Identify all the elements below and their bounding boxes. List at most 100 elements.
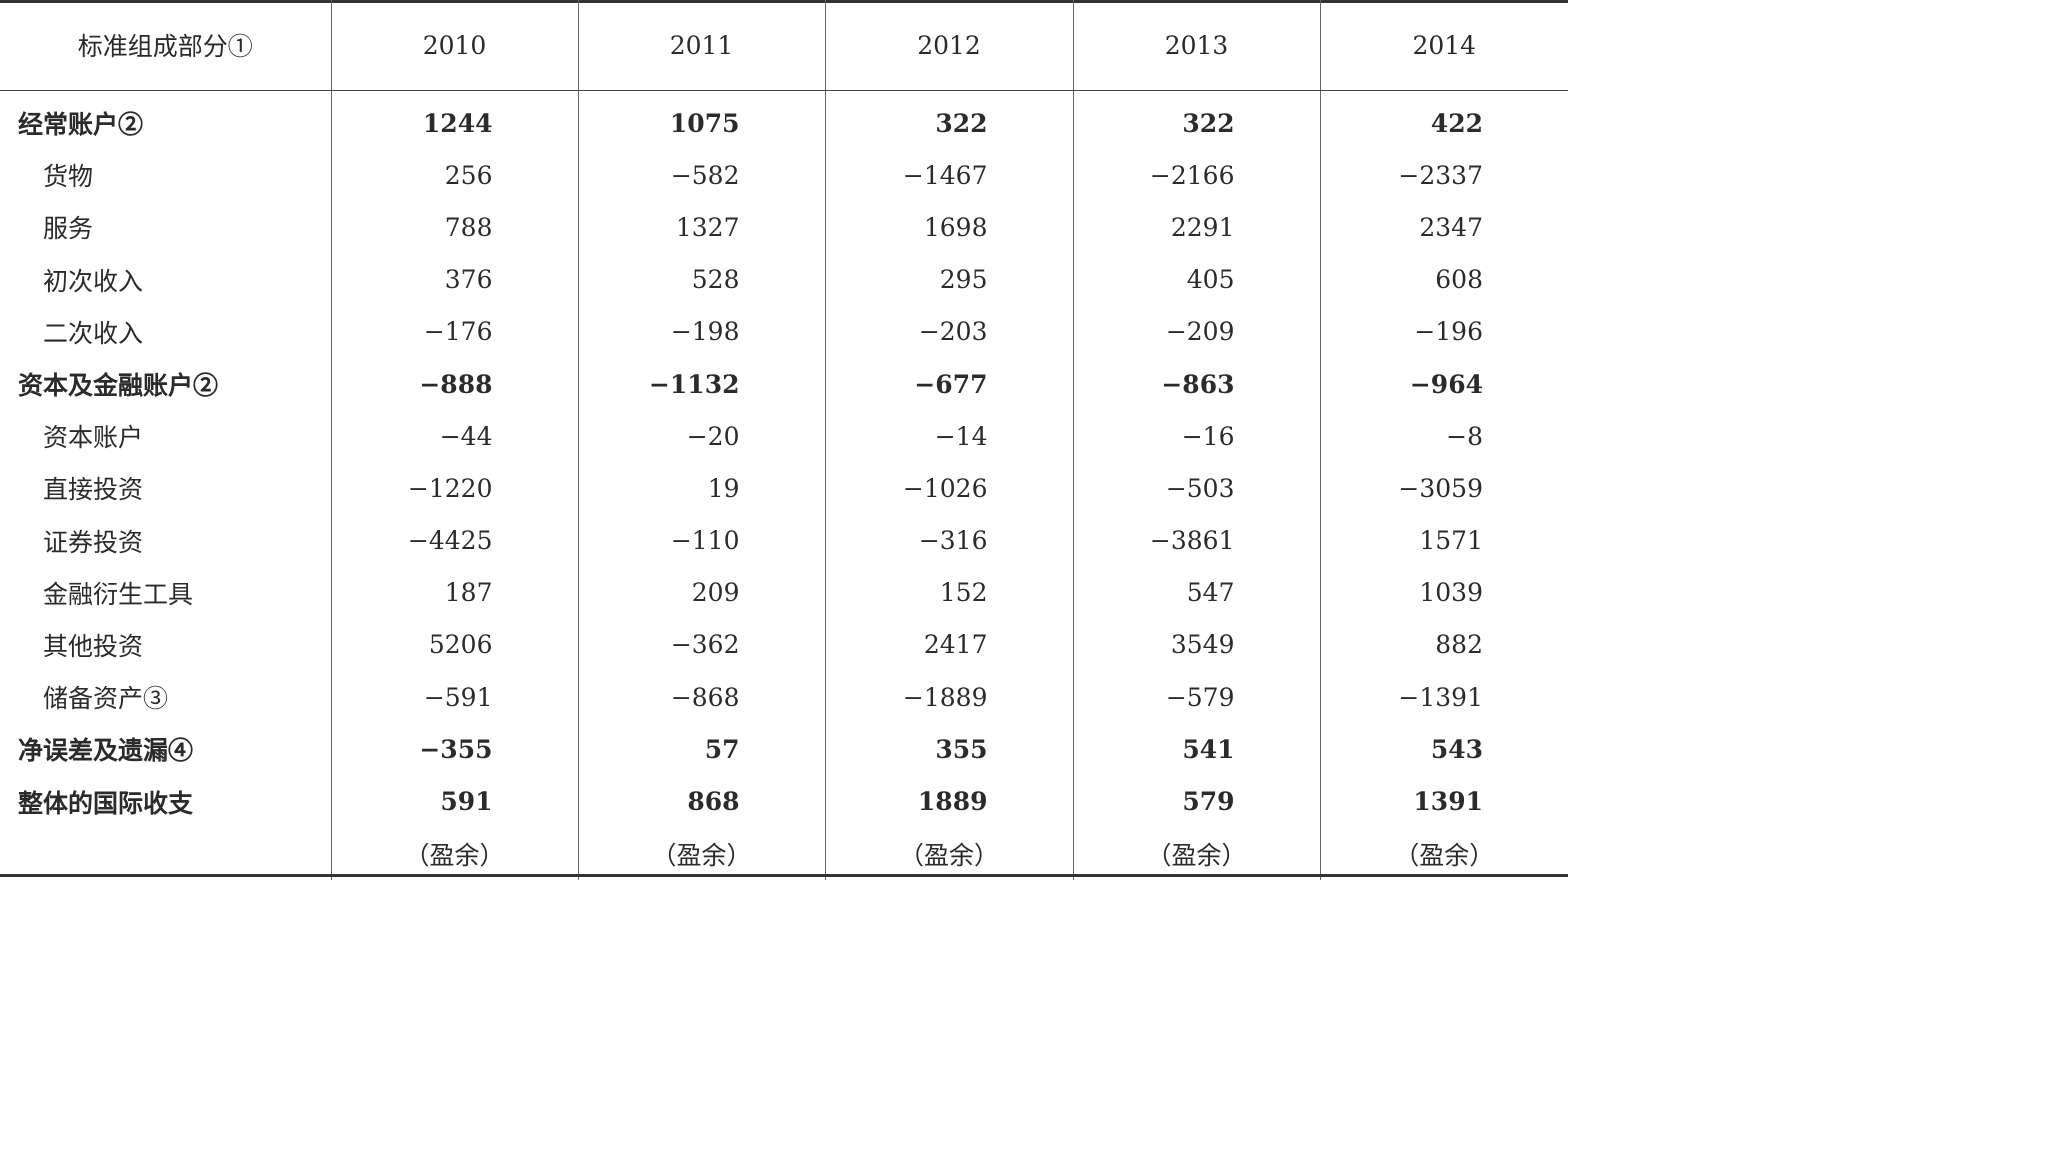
cell-value: 187 [330, 566, 578, 619]
cell-value: −1132 [577, 357, 825, 411]
cell-value: 608 [1319, 253, 1568, 306]
surplus-note: （盈余） [1072, 827, 1320, 880]
table-row-reserve-assets: 储备资产③ −591 −868 −1889 −579 −1391 [0, 671, 1568, 724]
cell-value: −355 [330, 723, 578, 776]
cell-value: 152 [824, 566, 1073, 619]
row-label: 服务 [43, 214, 94, 244]
cell-value: 1075 [577, 90, 825, 150]
cell-value: −1889 [824, 671, 1073, 724]
cell-value: −316 [824, 514, 1073, 567]
cell-value: 3549 [1072, 618, 1320, 672]
header-component-label: 标准组成部分① [0, 0, 331, 91]
cell-value: 322 [824, 90, 1073, 150]
cell-value: 322 [1072, 90, 1320, 150]
cell-value: −677 [824, 357, 1073, 411]
row-label: 资本账户 [43, 423, 144, 453]
header-year-2011: 2011 [577, 0, 825, 91]
cell-value: −591 [330, 671, 578, 724]
cell-value: 579 [1072, 775, 1320, 828]
table-header: 标准组成部分① 2010 2011 2012 2013 2014 [0, 0, 1568, 91]
table-row-capital-account: 资本账户 −44 −20 −14 −16 −8 [0, 410, 1568, 463]
cell-value: −198 [577, 305, 825, 358]
cell-value: −863 [1072, 357, 1320, 411]
table-row-net-errors-omissions: 净误差及遗漏④ −355 57 355 541 543 [0, 723, 1568, 776]
cell-value: −579 [1072, 671, 1320, 724]
surplus-note: （盈余） [577, 827, 825, 880]
cell-value: 5206 [330, 618, 578, 672]
cell-value: 19 [577, 462, 825, 515]
cell-value: 1391 [1319, 775, 1568, 828]
cell-value: −888 [330, 357, 578, 411]
cell-value: 405 [1072, 253, 1320, 306]
cell-value: 2291 [1072, 201, 1320, 254]
cell-value: 2417 [824, 618, 1073, 672]
cell-value: −209 [1072, 305, 1320, 358]
row-label: 其他投资 [43, 631, 144, 661]
table-row-goods: 货物 256 −582 −1467 −2166 −2337 [0, 149, 1568, 202]
cell-value: 1889 [824, 775, 1073, 828]
cell-value: 355 [824, 723, 1073, 776]
table-row-direct-investment: 直接投资 −1220 19 −1026 −503 −3059 [0, 462, 1568, 515]
cell-value: −362 [577, 618, 825, 672]
header-year-2014: 2014 [1319, 0, 1568, 91]
cell-value: −110 [577, 514, 825, 567]
header-year-2013: 2013 [1072, 0, 1320, 91]
cell-value: 376 [330, 253, 578, 306]
cell-value: 57 [577, 723, 825, 776]
cell-value: 256 [330, 149, 578, 202]
cell-value: 591 [330, 775, 578, 828]
row-label: 净误差及遗漏④ [18, 736, 194, 766]
cell-value: −20 [577, 410, 825, 463]
cell-value: 1698 [824, 201, 1073, 254]
cell-value: −203 [824, 305, 1073, 358]
cell-value: −1026 [824, 462, 1073, 515]
cell-value: 543 [1319, 723, 1568, 776]
row-label: 金融衍生工具 [43, 579, 194, 609]
cell-value: 209 [577, 566, 825, 619]
table-row-secondary-income: 二次收入 −176 −198 −203 −209 −196 [0, 305, 1568, 358]
cell-value: 1327 [577, 201, 825, 254]
cell-value: 868 [577, 775, 825, 828]
row-label: 初次收入 [43, 266, 144, 296]
table-row-surplus-notes: （盈余） （盈余） （盈余） （盈余） （盈余） [0, 827, 1568, 880]
cell-value: −3861 [1072, 514, 1320, 567]
cell-value: 422 [1319, 90, 1568, 150]
cell-value: 528 [577, 253, 825, 306]
surplus-note: （盈余） [824, 827, 1073, 880]
row-label: 证券投资 [43, 527, 144, 557]
cell-value: 788 [330, 201, 578, 254]
row-label: 整体的国际收支 [18, 788, 194, 818]
cell-value: −4425 [330, 514, 578, 567]
row-label: 直接投资 [43, 475, 144, 505]
cell-value: −868 [577, 671, 825, 724]
cell-value: 1571 [1319, 514, 1568, 567]
cell-value: 541 [1072, 723, 1320, 776]
cell-value: −503 [1072, 462, 1320, 515]
row-label: 储备资产③ [43, 684, 169, 714]
table-row-overall-balance: 整体的国际收支 591 868 1889 579 1391 [0, 775, 1568, 828]
cell-value: −14 [824, 410, 1073, 463]
table-body: 经常账户② 1244 1075 322 322 422 货物 256 −582 … [0, 90, 1568, 880]
table-bottom-rule [0, 874, 1568, 877]
table-row-capital-financial-account: 资本及金融账户② −888 −1132 −677 −863 −964 [0, 357, 1568, 411]
cell-value: −2166 [1072, 149, 1320, 202]
balance-of-payments-table: 标准组成部分① 2010 2011 2012 2013 2014 经常账户② 1… [0, 0, 1568, 880]
table-row-primary-income: 初次收入 376 528 295 405 608 [0, 253, 1568, 306]
cell-value: −44 [330, 410, 578, 463]
cell-value: −3059 [1319, 462, 1568, 515]
cell-value: −1467 [824, 149, 1073, 202]
table-row-current-account: 经常账户② 1244 1075 322 322 422 [0, 90, 1568, 150]
header-year-2010: 2010 [330, 0, 578, 91]
cell-value: −176 [330, 305, 578, 358]
table-row-services: 服务 788 1327 1698 2291 2347 [0, 201, 1568, 254]
cell-value: 1244 [330, 90, 578, 150]
cell-value: 882 [1319, 618, 1568, 672]
cell-value: 1039 [1319, 566, 1568, 619]
cell-value: 295 [824, 253, 1073, 306]
cell-value: −8 [1319, 410, 1568, 463]
cell-value: −2337 [1319, 149, 1568, 202]
cell-value: 2347 [1319, 201, 1568, 254]
row-label: 资本及金融账户② [18, 371, 219, 401]
cell-value: −582 [577, 149, 825, 202]
row-label-empty [0, 828, 331, 880]
